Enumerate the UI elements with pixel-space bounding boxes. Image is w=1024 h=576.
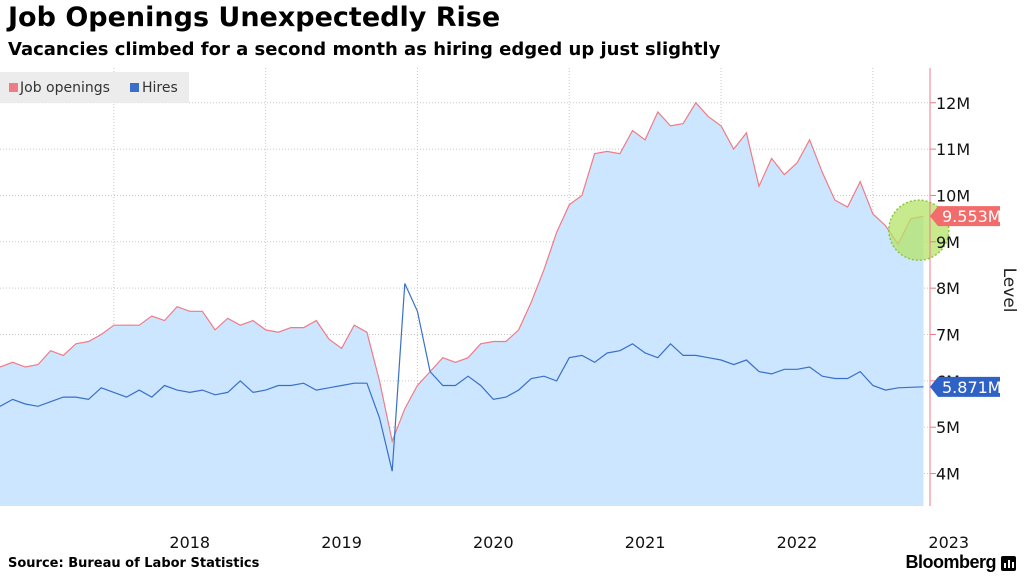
job-openings-value-badge-label: 9.553M bbox=[942, 207, 1002, 226]
y-tick-label: 8M bbox=[936, 279, 960, 298]
y-tick-label: 9M bbox=[936, 233, 960, 252]
hires-value-badge-bg bbox=[930, 376, 1000, 397]
job-openings-value-badge-bg bbox=[930, 206, 1000, 227]
y-tick-label: 11M bbox=[936, 140, 970, 159]
job-openings-line bbox=[0, 101, 924, 444]
legend-label-hires: Hires bbox=[142, 80, 178, 96]
bloomberg-bars-icon bbox=[1001, 556, 1016, 571]
y-tick-label: 12M bbox=[936, 94, 970, 113]
x-tick-label: 2020 bbox=[473, 533, 514, 552]
x-tick-label: 2019 bbox=[321, 533, 362, 552]
x-tick-label: 2018 bbox=[169, 533, 210, 552]
legend-box bbox=[0, 72, 189, 103]
x-tick-label: 2022 bbox=[777, 533, 818, 552]
chart-subtitle: Vacancies climbed for a second month as … bbox=[8, 39, 721, 60]
brand-logo-text: Bloomberg bbox=[905, 552, 996, 572]
y-tick-label: 10M bbox=[936, 186, 970, 205]
legend-swatch-hires bbox=[130, 83, 139, 92]
hires-line bbox=[0, 283, 924, 472]
y-axis-title: Level bbox=[999, 268, 1019, 313]
legend-label-job-openings: Job openings bbox=[19, 80, 110, 96]
legend-swatch-job-openings bbox=[9, 83, 18, 92]
x-tick-label: 2021 bbox=[625, 533, 666, 552]
job-openings-area bbox=[0, 102, 924, 507]
hires-value-badge-label: 5.871M bbox=[942, 378, 1002, 397]
chart-title: Job Openings Unexpectedly Rise bbox=[8, 2, 501, 33]
y-tick-label: 7M bbox=[936, 326, 960, 345]
y-tick-label: 5M bbox=[936, 418, 960, 437]
y-tick-label: 4M bbox=[936, 465, 960, 484]
source-note: Source: Bureau of Labor Statistics bbox=[8, 556, 260, 571]
x-tick-label: 2023 bbox=[928, 533, 969, 552]
